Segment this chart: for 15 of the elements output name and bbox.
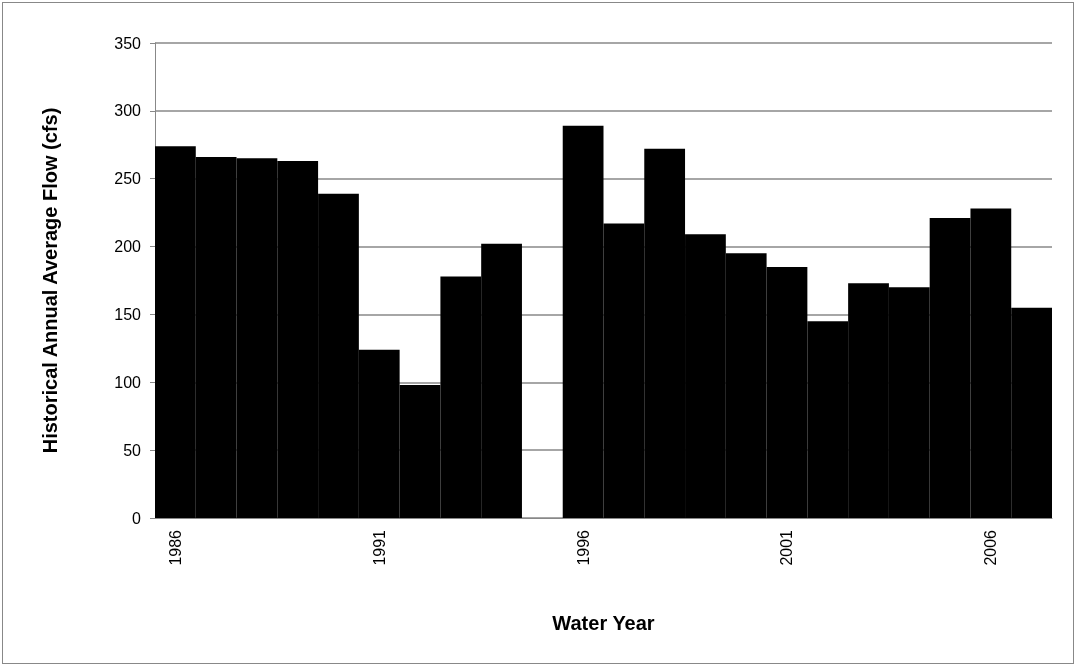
y-tick-label: 300 [114, 102, 142, 120]
x-tick-label: 2001 [778, 529, 796, 566]
y-tick-label: 350 [114, 34, 142, 52]
x-tick-label: 1996 [574, 529, 592, 566]
y-tick-label: 200 [114, 238, 142, 256]
x-tick-label: 2006 [982, 529, 1000, 566]
x-tick-label: 1991 [370, 529, 388, 566]
y-tick-label: 250 [114, 170, 142, 188]
y-tick-label: 0 [132, 509, 142, 527]
x-tick-label: 1986 [166, 529, 184, 566]
y-axis-title: Historical Annual Average Flow (cfs) [39, 107, 61, 454]
y-tick-label: 150 [114, 305, 142, 323]
y-tick-label: 100 [114, 373, 142, 391]
y-tick-label: 50 [123, 441, 142, 459]
x-axis-title: Water Year [552, 612, 655, 634]
